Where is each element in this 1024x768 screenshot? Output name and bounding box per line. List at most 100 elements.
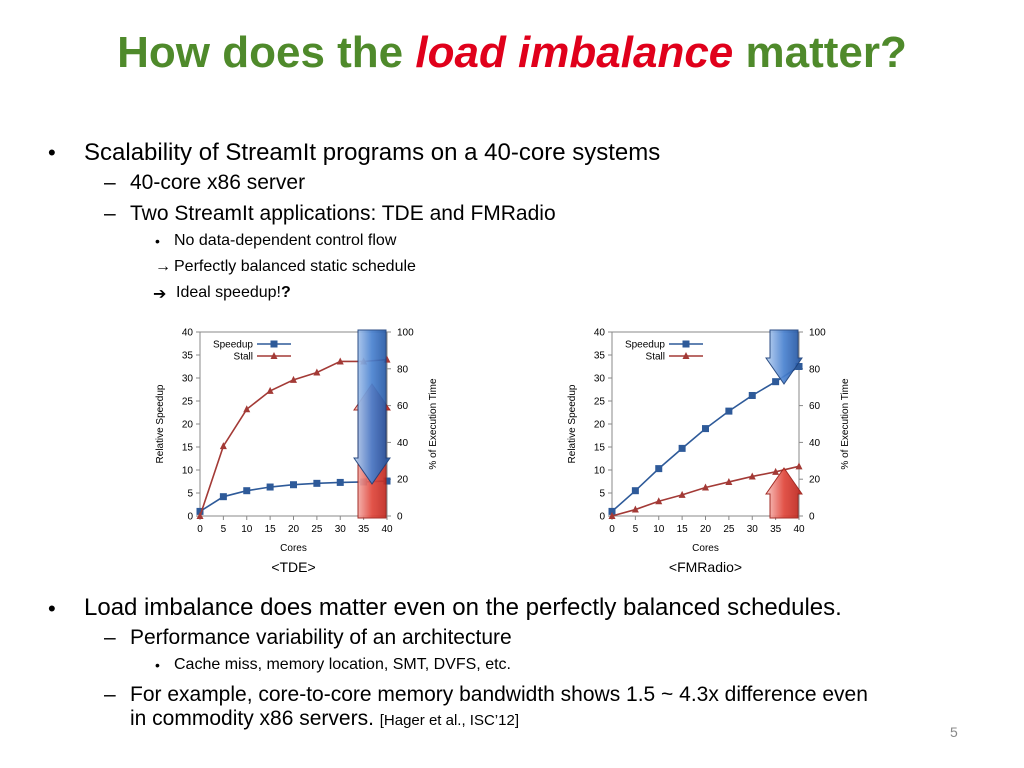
legend-marker <box>270 340 278 348</box>
x-tick-label: 40 <box>793 524 805 535</box>
data-point-stall <box>219 442 227 450</box>
bullet-scalability: Scalability of StreamIt programs on a 40… <box>84 139 661 166</box>
x-axis-label: Cores <box>280 543 307 554</box>
bandwidth-text: in commodity x86 servers. <box>130 707 380 730</box>
x-tick-label: 35 <box>770 524 782 535</box>
x-tick-label: 30 <box>335 524 347 535</box>
bullet-load-imbalance: Load imbalance does matter even on the p… <box>84 594 842 621</box>
data-point-speedup <box>725 407 733 415</box>
y2-tick-label: 100 <box>809 328 826 339</box>
data-point-stall <box>608 512 616 519</box>
chart-caption: <TDE> <box>271 559 315 575</box>
bullet-bandwidth-line2: in commodity x86 servers. [Hager et al.,… <box>130 707 519 731</box>
dash: – <box>104 202 116 225</box>
y-tick-label: 10 <box>182 466 194 477</box>
x-tick-label: 15 <box>265 524 277 535</box>
x-tick-label: 40 <box>381 524 393 535</box>
x-tick-label: 5 <box>221 524 227 535</box>
ideal-speedup-text: Ideal speedup! <box>176 284 281 301</box>
bullet-dot: • <box>48 140 56 165</box>
y-tick-label: 40 <box>182 328 194 339</box>
y-tick-label: 35 <box>182 351 194 362</box>
dash: – <box>104 683 116 706</box>
legend-label: Stall <box>646 352 665 363</box>
y2-tick-label: 60 <box>397 401 409 412</box>
y-tick-label: 40 <box>594 328 606 339</box>
data-point-stall <box>725 477 733 485</box>
arrow-shape <box>765 467 803 519</box>
chart-tde-svg: 0 5 10 15 20 25 30 35 40 0 20 40 60 80 100 0 5 10 15 20 25 30… <box>155 328 439 576</box>
chart-caption: <FMRadio> <box>669 559 742 575</box>
page-number: 5 <box>950 724 958 740</box>
bullet-dot: • <box>155 657 160 673</box>
x-tick-label: 35 <box>358 524 370 535</box>
citation: [Hager et al., ISC’12] <box>379 712 519 729</box>
data-point-speedup <box>795 363 803 370</box>
y-axis-label: Relative Speedup <box>567 384 578 463</box>
y-tick-label: 20 <box>594 420 606 431</box>
x-tick-label: 5 <box>633 524 639 535</box>
y2-tick-label: 100 <box>397 328 414 339</box>
blue-down-arrow-icon <box>765 329 803 385</box>
bullet-balanced-schedule: Perfectly balanced static schedule <box>174 258 416 275</box>
bullet-dot: • <box>48 596 56 621</box>
y2-tick-label: 0 <box>397 512 403 523</box>
legend-marker <box>682 352 690 359</box>
chart-fmradio-svg: 0 5 10 15 20 25 30 35 40 0 20 40 60 80 100 0 5 10 15 20 25 30… <box>567 328 851 576</box>
y2-tick-label: 20 <box>809 475 821 486</box>
data-point-speedup <box>608 507 616 515</box>
data-point-stall <box>313 368 321 376</box>
y2-tick-label: 60 <box>809 401 821 412</box>
x-tick-label: 25 <box>311 524 323 535</box>
data-point-stall <box>772 467 780 475</box>
data-point-speedup <box>772 378 780 386</box>
y2-tick-label: 0 <box>809 512 815 523</box>
legend-marker <box>270 352 278 359</box>
legend-label: Speedup <box>213 340 253 351</box>
y2-axis-label: % of Execution Time <box>840 378 851 470</box>
x-tick-label: 10 <box>653 524 665 535</box>
y2-tick-label: 40 <box>809 438 821 449</box>
data-point-speedup <box>383 477 391 485</box>
x-axis-label: Cores <box>692 543 719 554</box>
data-point-speedup <box>196 507 204 515</box>
legend-label: Stall <box>234 352 253 363</box>
legend-label: Speedup <box>625 340 665 351</box>
bullet-ideal-speedup: Ideal speedup!? <box>176 284 291 302</box>
data-point-stall <box>336 357 344 365</box>
x-tick-label: 20 <box>700 524 712 535</box>
data-point-speedup <box>631 487 639 495</box>
y-tick-label: 0 <box>187 512 193 523</box>
y-tick-label: 0 <box>599 512 605 523</box>
y2-tick-label: 80 <box>397 364 409 375</box>
x-tick-label: 10 <box>241 524 253 535</box>
bullet-applications: Two StreamIt applications: TDE and FMRad… <box>130 202 556 225</box>
x-tick-label: 0 <box>609 524 615 535</box>
data-point-stall <box>631 505 639 513</box>
title-part2: matter? <box>733 28 907 77</box>
y-tick-label: 15 <box>594 443 606 454</box>
bold-arrow-right-icon: ➔ <box>153 286 167 303</box>
x-tick-label: 15 <box>677 524 689 535</box>
data-point-stall <box>243 405 251 413</box>
data-point-speedup <box>702 425 709 433</box>
x-tick-label: 0 <box>197 524 203 535</box>
question-mark: ? <box>280 284 291 301</box>
data-point-stall <box>795 462 803 470</box>
y-tick-label: 10 <box>594 466 606 477</box>
data-point-speedup <box>243 487 251 495</box>
x-tick-label: 30 <box>747 524 759 535</box>
y-axis-label: Relative Speedup <box>155 384 166 463</box>
arrow-shape <box>353 329 391 485</box>
data-point-stall <box>655 497 663 505</box>
data-point-speedup <box>655 465 663 473</box>
data-point-stall <box>702 483 709 491</box>
data-point-speedup <box>219 493 227 501</box>
y-tick-label: 20 <box>182 420 194 431</box>
y2-axis-label: % of Execution Time <box>428 378 439 470</box>
data-point-speedup <box>266 483 274 491</box>
y-tick-label: 15 <box>182 443 194 454</box>
y-tick-label: 25 <box>594 397 606 408</box>
data-point-stall <box>196 512 204 519</box>
y-tick-label: 25 <box>182 397 194 408</box>
